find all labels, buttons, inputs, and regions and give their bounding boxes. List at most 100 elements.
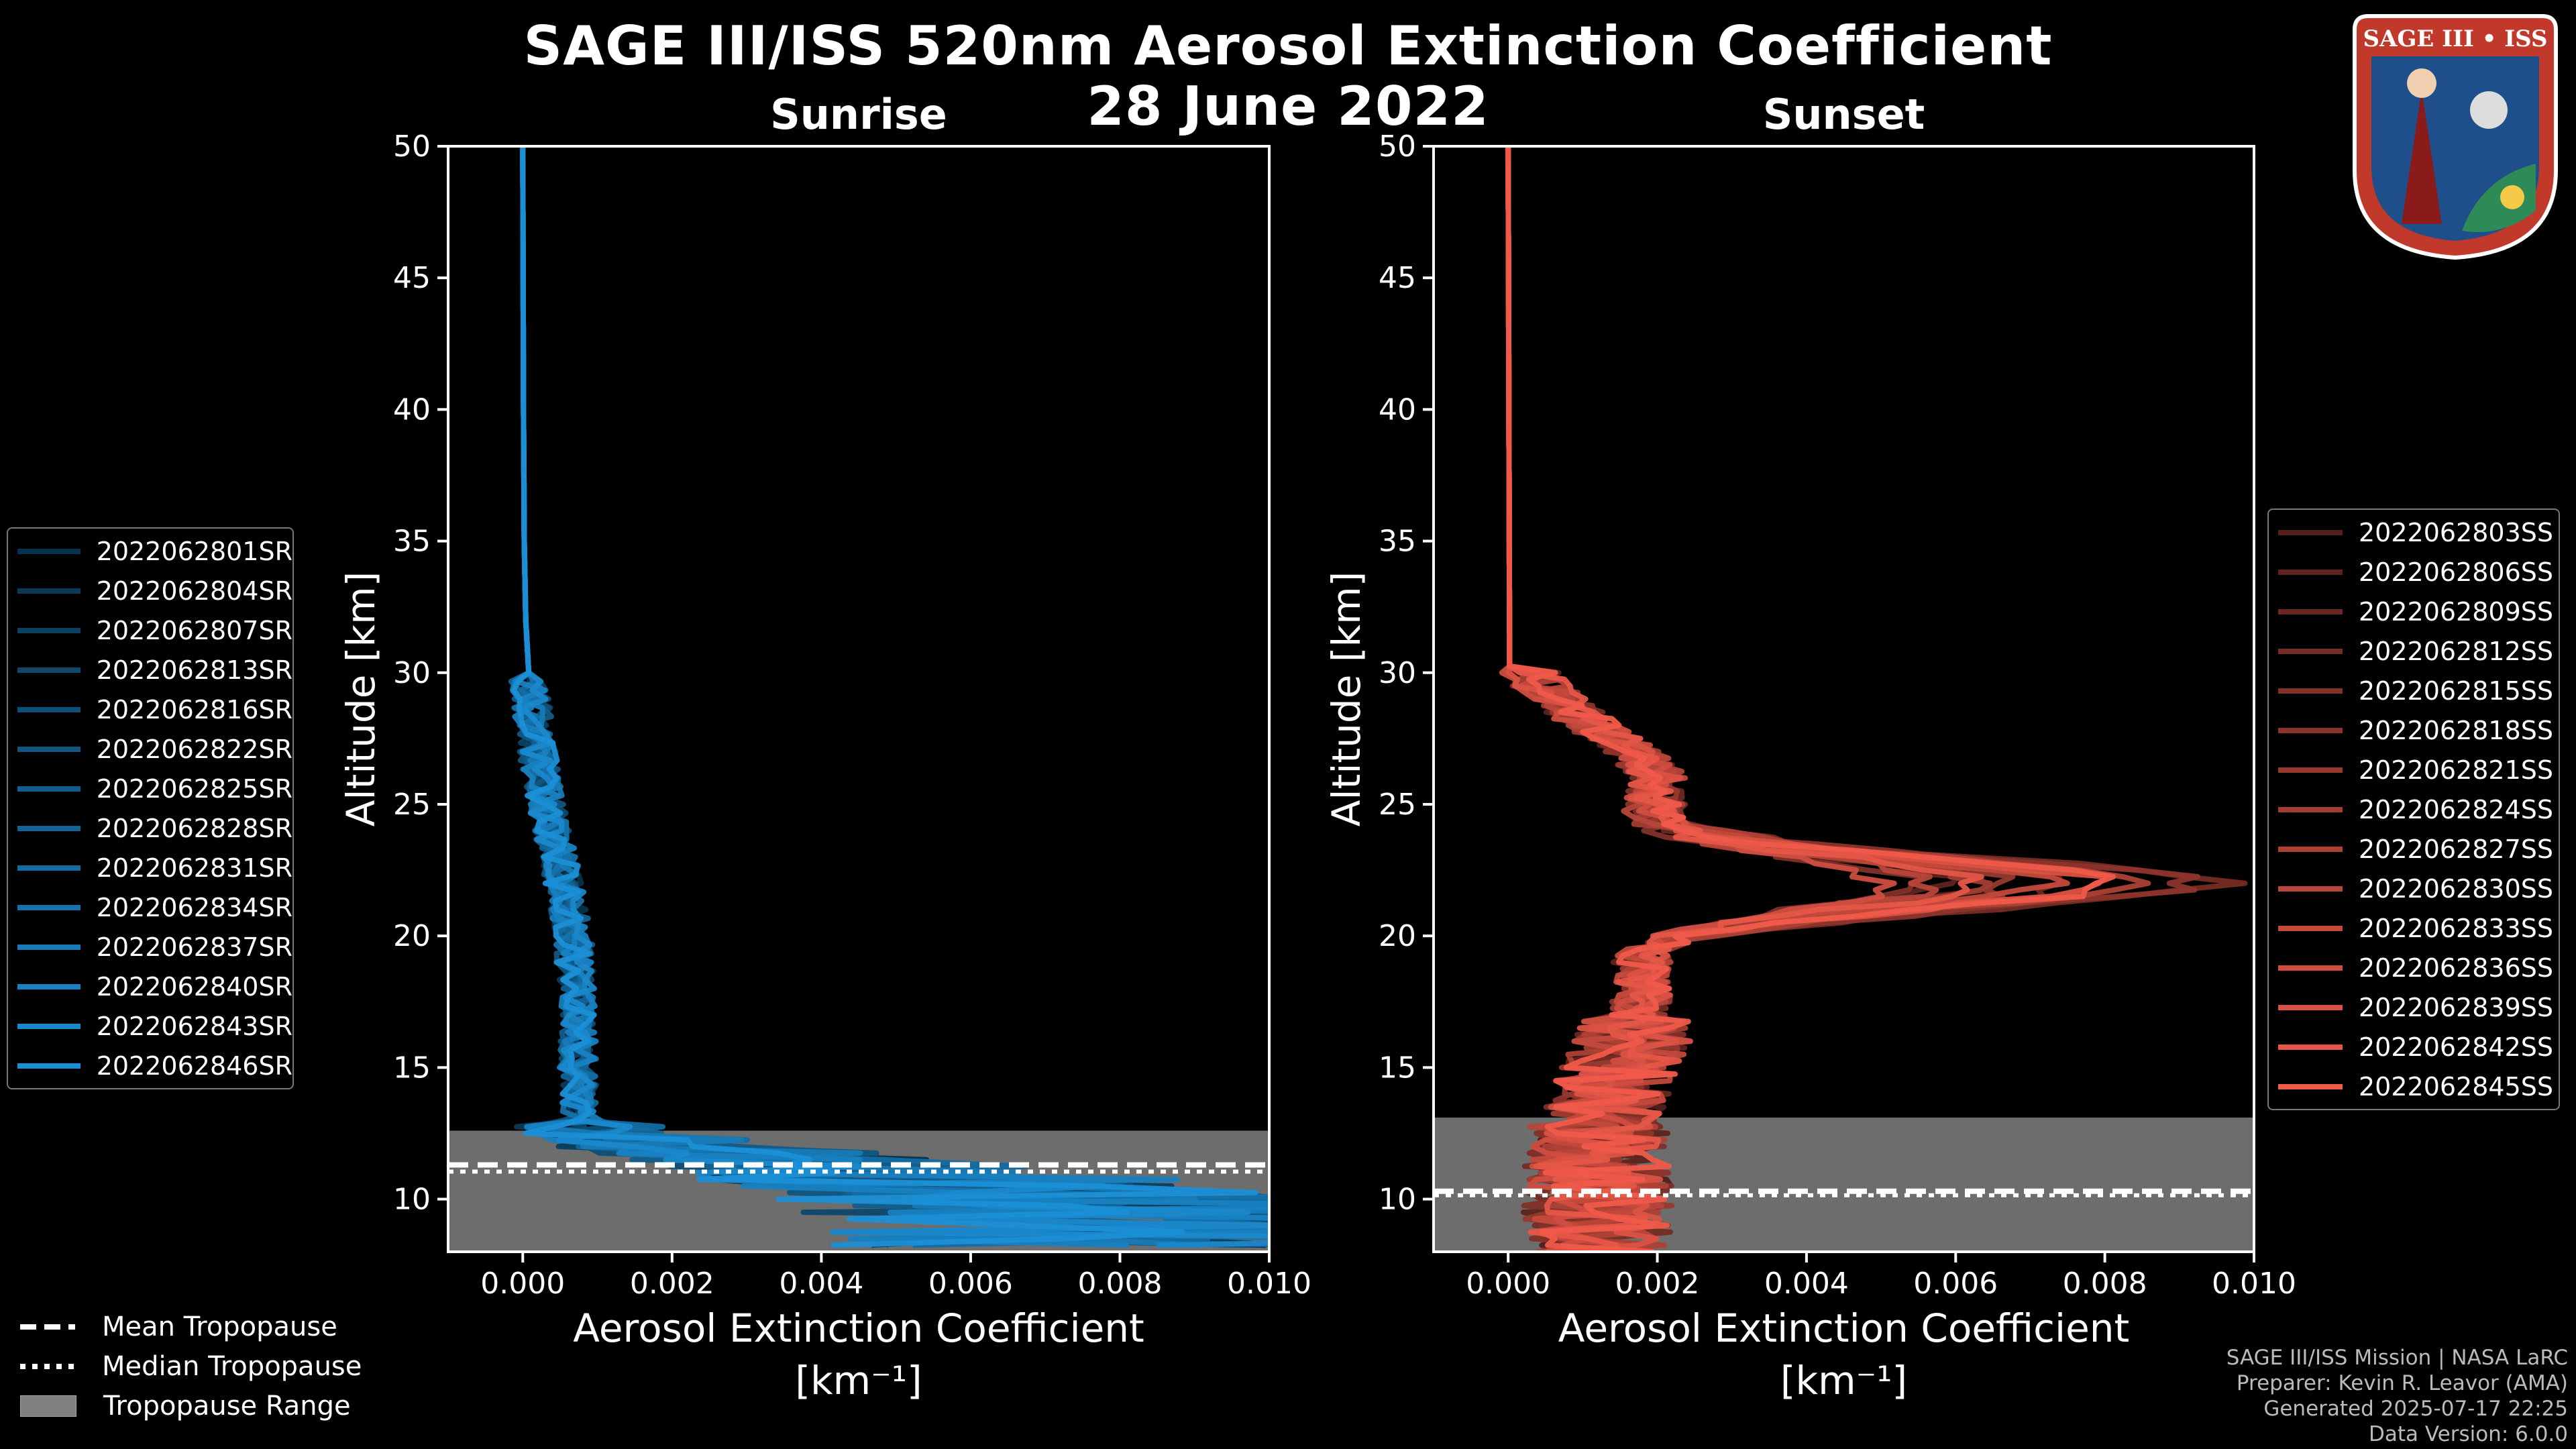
sunset-xtick-label: 0.010: [2212, 1267, 2296, 1301]
legend-swatch: [17, 588, 80, 594]
legend-label: 2022062837SR: [96, 932, 292, 962]
sunrise-xaxis-unit: [km⁻¹]: [795, 1358, 922, 1403]
legend-swatch: [2278, 1004, 2343, 1010]
sunset-xtick-label: 0.000: [1466, 1267, 1550, 1301]
sunset-ytick-label: 10: [1379, 1183, 1416, 1217]
sunrise-series-line: [508, 146, 1269, 1246]
legend-swatch: [2278, 648, 2343, 654]
legend-swatch: [2278, 925, 2343, 931]
legend-label: 2022062806SS: [2359, 557, 2554, 587]
sunrise-ytick-label: 30: [393, 656, 431, 690]
legend-label: 2022062839SS: [2359, 992, 2554, 1022]
sunrise-xtick-label: 0.008: [1077, 1267, 1162, 1301]
sunrise-panel-title: Sunrise: [770, 90, 947, 139]
sunrise-ytick-label: 10: [393, 1183, 431, 1217]
legend-label: 2022062812SS: [2359, 636, 2554, 666]
legend-label: 2022062833SS: [2359, 913, 2554, 943]
legend-item: 2022062801SR: [8, 531, 292, 571]
legend-label: 2022062846SR: [96, 1051, 292, 1081]
sunrise-xtick-label: 0.010: [1227, 1267, 1311, 1301]
legend-swatch: [17, 667, 80, 673]
legend-label: 2022062807SR: [96, 615, 292, 645]
legend-item: 2022062830SS: [2269, 869, 2559, 908]
sunrise-ytick-label: 25: [393, 788, 431, 822]
legend-swatch: [2278, 608, 2343, 614]
sunset-ytick-label: 15: [1379, 1051, 1416, 1085]
legend-label: 2022062801SR: [96, 536, 292, 566]
sunrise-series-line: [509, 146, 1269, 1248]
legend-label: 2022062824SS: [2359, 794, 2554, 824]
tropopause-legend: Mean Tropopause Median Tropopause Tropop…: [20, 1307, 362, 1426]
legend-swatch: [17, 825, 80, 831]
legend-item: 2022062824SS: [2269, 790, 2559, 829]
sage-iii-mission-logo: SAGE III • ISS: [2353, 14, 2558, 260]
credit-version: Data Version: 6.0.0: [2368, 1422, 2568, 1446]
legend-item: 2022062815SS: [2269, 671, 2559, 710]
sunset-legend: 2022062803SS 2022062806SS 2022062809SS 2022…: [2267, 508, 2560, 1110]
credits: SAGE III/ISS Mission | NASA LaRC Prepare…: [2226, 1345, 2568, 1447]
range-swatch: [20, 1395, 76, 1417]
sunset-ytick-label: 45: [1379, 261, 1416, 295]
credit-mission: SAGE III/ISS Mission | NASA LaRC: [2226, 1346, 2568, 1370]
legend-swatch: [2278, 806, 2343, 812]
legend-item: 2022062804SR: [8, 571, 292, 610]
legend-swatch: [2278, 529, 2343, 535]
legend-item: 2022062833SS: [2269, 908, 2559, 948]
sunrise-series-group: [508, 146, 1269, 1248]
sunrise-xtick-label: 0.002: [630, 1267, 714, 1301]
sunset-series-line: [1505, 146, 2116, 1252]
legend-swatch: [17, 746, 80, 752]
legend-item: 2022062803SS: [2269, 513, 2559, 552]
sunrise-xaxis-label: Aerosol Extinction Coefficient: [573, 1305, 1144, 1351]
legend-item: 2022062818SS: [2269, 710, 2559, 750]
legend-item: 2022062834SR: [8, 888, 292, 927]
sunset-xtick-label: 0.008: [2063, 1267, 2147, 1301]
legend-swatch: [17, 904, 80, 910]
legend-item: 2022062840SR: [8, 967, 292, 1006]
legend-label: 2022062818SS: [2359, 715, 2554, 745]
legend-median-label: Median Tropopause: [102, 1350, 362, 1382]
legend-label: 2022062840SR: [96, 971, 292, 1002]
legend-swatch: [17, 944, 80, 950]
sunset-ytick-label: 20: [1379, 919, 1416, 953]
legend-label: 2022062827SS: [2359, 834, 2554, 864]
legend-label: 2022062845SS: [2359, 1071, 2554, 1102]
legend-label: 2022062809SS: [2359, 596, 2554, 627]
sunset-yaxis-label: Altitude [km]: [1324, 572, 1369, 826]
legend-swatch: [17, 548, 80, 554]
legend-label: 2022062821SS: [2359, 755, 2554, 785]
legend-label: 2022062828SR: [96, 813, 292, 843]
sunrise-ytick-label: 40: [393, 392, 431, 427]
legend-label: 2022062825SR: [96, 773, 292, 804]
legend-swatch: [17, 983, 80, 989]
sunrise-ytick-label: 50: [393, 129, 431, 164]
legend-mean-label: Mean Tropopause: [102, 1311, 337, 1342]
legend-item: 2022062828SR: [8, 808, 292, 848]
sunrise-xtick-label: 0.006: [928, 1267, 1013, 1301]
chart-date: 28 June 2022: [1087, 75, 1489, 138]
dotted-line-swatch: [20, 1363, 75, 1369]
legend-label: 2022062816SR: [96, 694, 292, 724]
legend-swatch: [2278, 965, 2343, 971]
sunset-plot-frame: [1432, 145, 2255, 1253]
legend-label: 2022062822SR: [96, 734, 292, 764]
sunset-ytick-label: 40: [1379, 392, 1416, 427]
legend-item: 2022062827SS: [2269, 829, 2559, 869]
logo-figure-icon: [2402, 90, 2442, 224]
legend-label: 2022062830SS: [2359, 873, 2554, 904]
legend-swatch: [2278, 727, 2343, 733]
sunset-xtick-label: 0.006: [1913, 1267, 1998, 1301]
sunrise-ytick-label: 45: [393, 261, 431, 295]
legend-label: 2022062804SR: [96, 576, 292, 606]
sunrise-series-line: [512, 146, 1269, 1240]
sunset-ytick-label: 50: [1379, 129, 1416, 164]
legend-item: 2022062822SR: [8, 729, 292, 769]
legend-label: 2022062831SR: [96, 853, 292, 883]
sunset-ytick-label: 35: [1379, 525, 1416, 559]
sunset-ytick-label: 30: [1379, 656, 1416, 690]
legend-item: 2022062831SR: [8, 848, 292, 888]
logo-sun-icon: [2500, 185, 2524, 209]
legend-label: 2022062842SS: [2359, 1032, 2554, 1062]
legend-item: 2022062813SR: [8, 650, 292, 690]
legend-median-tropopause: Median Tropopause: [20, 1346, 362, 1386]
